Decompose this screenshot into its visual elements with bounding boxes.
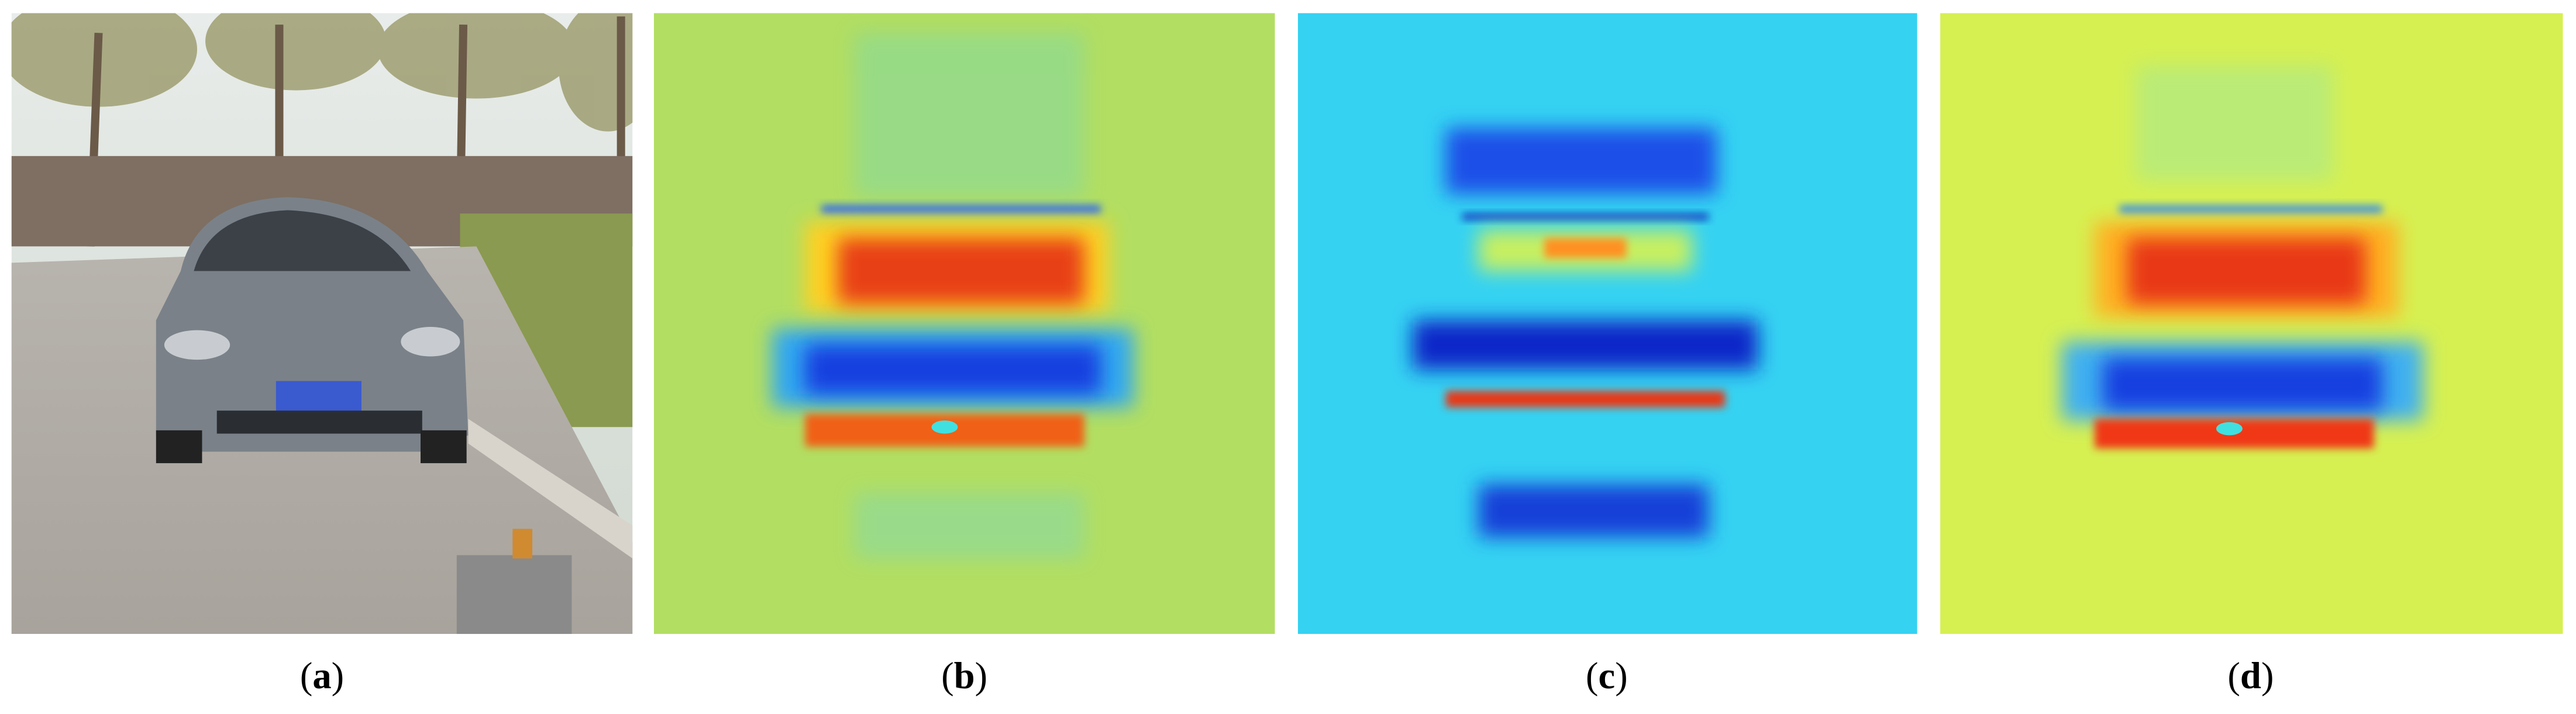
heatmap-panel [1297, 13, 1917, 634]
heatmap-panel [653, 13, 1275, 634]
caption-letter: a [312, 654, 331, 696]
caption: (c) [1586, 654, 1628, 697]
caption-part: ( [941, 654, 954, 697]
photo-panel [11, 13, 633, 634]
caption-letter: d [2240, 654, 2261, 696]
caption-part: ) [332, 654, 345, 697]
caption-part: ) [2261, 654, 2274, 697]
caption-letter: b [954, 654, 975, 696]
caption-part: ( [300, 654, 313, 697]
caption-part: ) [975, 654, 988, 697]
caption-letter: c [1599, 654, 1616, 696]
caption-part: ( [2227, 654, 2240, 697]
caption: (a) [300, 654, 344, 697]
captions: (a) (b) (c) (d) [300, 654, 2274, 697]
caption-part: ( [1586, 654, 1599, 697]
caption-part: ) [1615, 654, 1628, 697]
caption: (d) [2227, 654, 2274, 697]
heatmap-panel [1940, 13, 2563, 634]
caption: (b) [941, 654, 987, 697]
